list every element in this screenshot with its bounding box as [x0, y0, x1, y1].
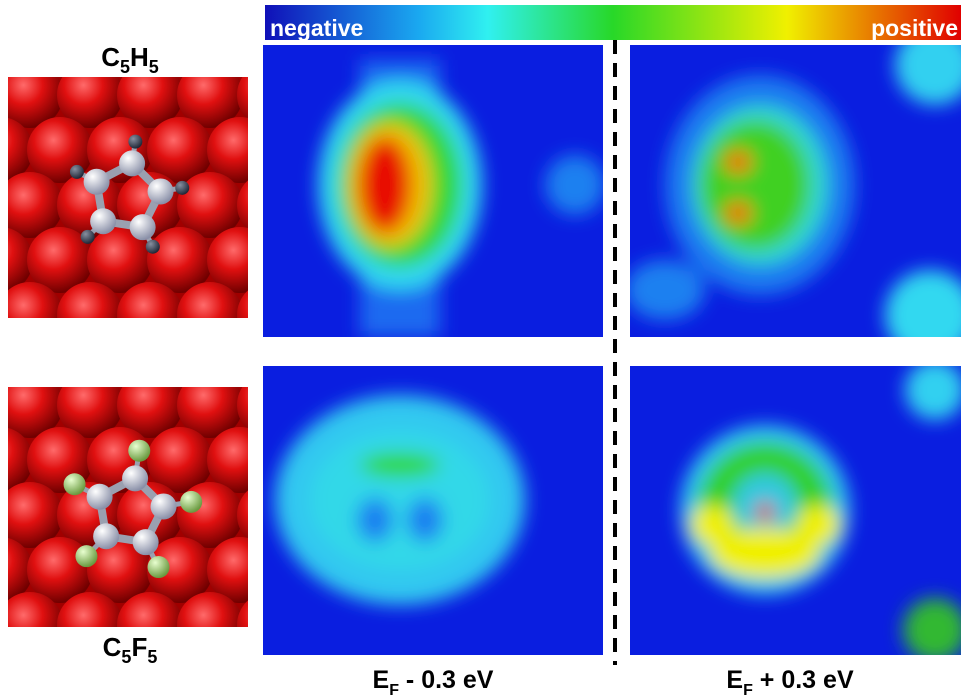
colorbar-high-label: positive — [871, 15, 958, 41]
substrate-atom — [237, 490, 248, 540]
molecule-top — [0, 62, 248, 348]
substrate-atom — [237, 180, 248, 230]
substrate-atom — [177, 172, 243, 238]
map-top-left — [263, 45, 603, 337]
substrate-atom — [177, 592, 243, 627]
substrate-atom — [0, 482, 3, 548]
substrate-atom — [57, 282, 123, 318]
substrate-atom — [27, 227, 93, 293]
carbon-atom — [150, 493, 177, 520]
symbol: E — [726, 666, 743, 694]
hydrogen-atom — [80, 229, 95, 244]
fluorine-atom — [63, 473, 86, 496]
substrate-atom — [8, 227, 33, 293]
fluorine-atom — [128, 439, 151, 462]
element: F — [131, 632, 147, 662]
substrate-atom — [87, 227, 153, 293]
colorbar — [265, 5, 961, 40]
substrate-atom — [8, 77, 63, 128]
carbon-atom — [147, 178, 174, 205]
hydrogen-atom — [175, 180, 190, 195]
molecule-label: C5F5 — [103, 632, 158, 667]
energy-text: + 0.3 eV — [753, 666, 854, 694]
symbol: E — [373, 666, 390, 694]
substrate-atom — [237, 387, 248, 430]
map-bottom-right — [630, 366, 961, 655]
carbon-atom — [93, 523, 120, 550]
substrate-atom — [8, 482, 63, 548]
substrate-atom — [8, 387, 63, 438]
colorbar-low-label: negative — [270, 15, 363, 41]
substrate-atom — [207, 227, 248, 293]
molecule-label: C5H5 — [101, 42, 159, 77]
fluorine-atom — [180, 490, 203, 513]
map-bottom-left — [263, 366, 603, 655]
carbon-atom — [129, 214, 156, 241]
substrate-atom — [8, 172, 63, 238]
subscript: F — [389, 682, 399, 696]
element: C — [103, 632, 122, 662]
substrate-atom — [8, 427, 33, 493]
carbon-atom — [122, 465, 149, 492]
energy-label: EF + 0.3 eV — [726, 666, 854, 696]
substrate-atom — [117, 282, 183, 318]
substrate-atom — [117, 592, 183, 627]
substrate-atom — [57, 592, 123, 627]
substrate-atom — [177, 282, 243, 318]
substrate-atom — [8, 282, 63, 318]
substrate-atom — [177, 387, 243, 438]
carbon-atom — [90, 208, 117, 235]
substrate-atom — [147, 427, 213, 493]
fluorine-atom — [147, 556, 170, 579]
substrate-atom — [57, 387, 123, 438]
substrate-atom — [117, 387, 183, 438]
energy-label: EF - 0.3 eV — [373, 666, 494, 696]
subscript: 5 — [121, 647, 131, 667]
substrate-atom — [237, 600, 248, 627]
substrate-atom — [147, 117, 213, 183]
map-top-right — [630, 45, 961, 337]
carbon-atom — [83, 168, 110, 195]
substrate-atom — [0, 172, 3, 238]
carbon-atom — [132, 529, 159, 556]
hydrogen-atom — [69, 164, 84, 179]
element: H — [130, 42, 149, 72]
substrate-atom — [0, 592, 3, 658]
substrate-atom — [8, 117, 33, 183]
energy-text: - 0.3 eV — [399, 666, 494, 694]
substrate-atom — [177, 77, 243, 128]
substrate-atom — [8, 592, 63, 627]
carbon-atom — [86, 483, 113, 510]
substrate-atom — [8, 537, 33, 603]
substrate-atom — [147, 537, 213, 603]
substrate-atom — [237, 77, 248, 120]
substrate-atom — [207, 537, 248, 603]
substrate-atom — [0, 372, 3, 438]
substrate-atom — [0, 282, 3, 348]
substrate-atom — [0, 62, 3, 128]
subscript: 5 — [120, 57, 130, 77]
substrate-atom — [207, 427, 248, 493]
subscript: 5 — [147, 647, 157, 667]
subscript: F — [743, 682, 753, 696]
substrate-atom — [117, 77, 183, 128]
substrate-atom — [207, 117, 248, 183]
carbon-atom — [119, 150, 146, 177]
hydrogen-atom — [128, 134, 143, 149]
substrate-atom — [57, 77, 123, 128]
element: C — [101, 42, 120, 72]
hydrogen-atom — [145, 239, 160, 254]
fluorine-atom — [75, 545, 98, 568]
substrate-atom — [87, 537, 153, 603]
substrate-atom — [237, 290, 248, 318]
subscript: 5 — [149, 57, 159, 77]
molecule-bottom — [0, 372, 248, 658]
substrate-atom — [147, 227, 213, 293]
